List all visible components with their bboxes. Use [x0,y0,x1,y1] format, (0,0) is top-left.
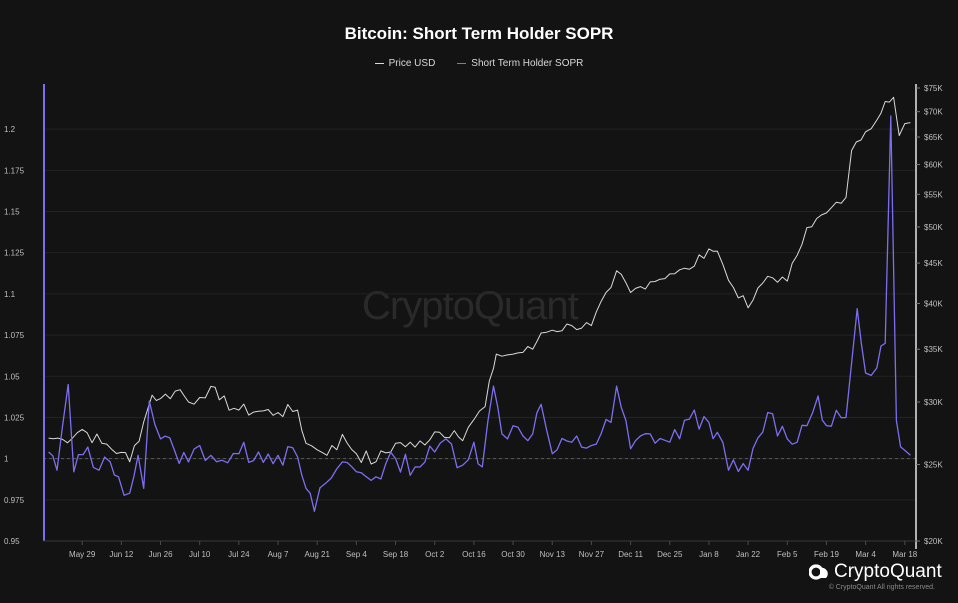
x-tick-label: Jun 12 [109,550,134,559]
x-tick-label: Feb 19 [814,550,839,559]
legend-swatch-price [374,63,384,64]
y-right-tick-label: $20K [924,537,943,546]
y-axis-left: 0.95 0.975 1 1.025 1.05 1.075 1.1 1.125 1.15 1.17… [4,125,25,546]
x-tick-label: Nov 27 [579,550,605,559]
y-right-tick-label: $55K [924,190,943,199]
y-left-tick-label: 1.175 [4,166,25,175]
brand-name: CryptoQuant [834,561,942,582]
x-tick-label: Dec 11 [618,550,643,559]
x-tick-label: Mar 4 [855,550,876,559]
y-right-tick-label: $35K [924,345,943,354]
x-tick-label: Aug 7 [268,550,289,559]
legend-item-sopr[interactable]: Short Term Holder SOPR [457,58,583,69]
y-right-tick-label: $60K [924,160,943,169]
x-tick-label: Jul 24 [228,550,250,559]
x-tick-label: Jun 26 [149,550,174,559]
y-left-tick-label: 1.025 [4,413,25,422]
x-tick-label: Oct 2 [425,550,445,559]
x-tick-label: Jan 22 [736,550,761,559]
y-right-tick-label: $70K [924,108,943,117]
y-right-tick-label: $65K [924,133,943,142]
x-tick-label: Jan 8 [699,550,719,559]
grid-lines [43,128,916,542]
y-left-tick-label: 1 [4,455,9,464]
legend: Price USD Short Term Holder SOPR [0,58,958,69]
y-right-tick-label: $45K [924,259,943,268]
y-right-tick-label: $25K [924,461,943,470]
y-left-tick-label: 1.125 [4,249,25,258]
y-left-tick-label: 0.975 [4,496,25,505]
y-right-tick-label: $50K [924,223,943,232]
x-tick-label: May 29 [69,550,96,559]
x-axis: May 29 Jun 12 Jun 26 Jul 10 Jul 24 Aug 7 Aug 2… [69,541,918,559]
y-right-tick-label: $75K [924,84,943,93]
y-left-tick-label: 1.075 [4,331,25,340]
x-tick-label: Oct 30 [501,550,525,559]
y-right-tick-label: $40K [924,299,943,308]
brand: CryptoQuant [809,561,942,583]
chart-title: Bitcoin: Short Term Holder SOPR [344,24,614,43]
watermark: CryptoQuant [362,284,579,328]
series-line-sopr [48,115,911,512]
x-tick-label: Sep 4 [346,550,367,559]
y-left-tick-label: 1.05 [4,372,20,381]
legend-label-sopr: Short Term Holder SOPR [471,58,584,69]
x-tick-label: Aug 21 [305,550,331,559]
y-left-tick-label: 0.95 [4,537,20,546]
cryptoquant-logo-icon [809,564,828,580]
y-left-tick-label: 1.15 [4,208,20,217]
y-axis-right: $20K $25K $30K $35K $40K $45K $50K $55K $60K $65K… [916,84,943,546]
x-tick-label: Dec 25 [657,550,683,559]
x-tick-label: Oct 16 [462,550,486,559]
legend-label-price: Price USD [388,58,436,69]
axes [43,84,917,549]
copyright: © CryptoQuant All rights reserved. [828,584,935,591]
legend-swatch-sopr [457,63,467,64]
legend-item-price[interactable]: Price USD [374,58,436,69]
series-lines [48,96,911,512]
y-left-tick-label: 1.1 [4,290,16,299]
x-tick-label: Jul 10 [189,550,211,559]
x-tick-label: Nov 13 [540,550,566,559]
y-right-tick-label: $30K [924,398,943,407]
x-tick-label: Mar 18 [892,550,917,559]
x-tick-label: Feb 5 [777,550,798,559]
y-left-tick-label: 1.2 [4,125,16,134]
series-line-price [48,96,911,465]
x-tick-label: Sep 18 [383,550,409,559]
